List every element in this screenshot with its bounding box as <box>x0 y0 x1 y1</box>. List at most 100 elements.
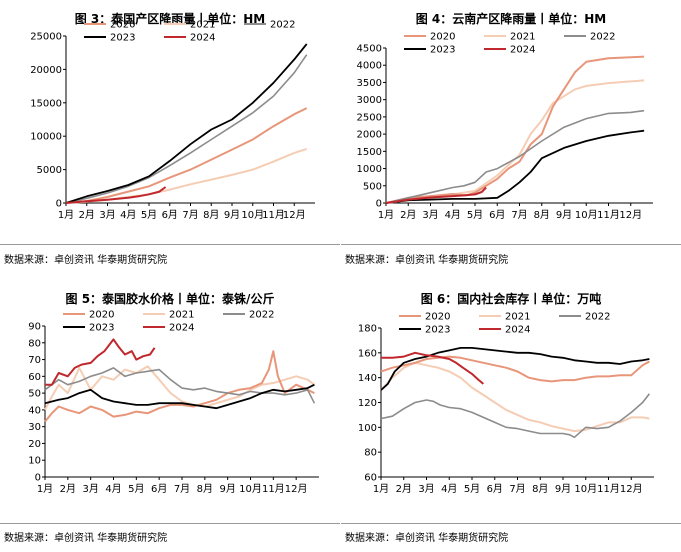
y-tick-label: 5000 <box>37 165 62 176</box>
x-tick-label: 7月 <box>511 209 527 221</box>
legend-label-2024: 2024 <box>510 45 535 56</box>
y-tick-label: 120 <box>358 398 377 409</box>
legend-label-2020: 2020 <box>89 310 114 321</box>
y-tick-label: 70 <box>28 355 41 366</box>
y-tick-label: 30 <box>28 422 41 433</box>
series-line-2022 <box>65 54 308 204</box>
x-tick-label: 3月 <box>82 483 98 495</box>
x-tick-label: 11月 <box>597 209 620 221</box>
x-tick-label: 7月 <box>509 483 525 495</box>
x-tick-label: 11月 <box>262 483 285 495</box>
series-line-2021 <box>44 365 315 411</box>
x-tick-label: 6月 <box>151 483 167 495</box>
series-line-2022 <box>380 393 651 439</box>
x-tick-label: 11月 <box>597 483 620 495</box>
y-tick-label: 0 <box>56 199 62 210</box>
y-tick-label: 80 <box>364 448 377 459</box>
chart-svg: 60 80 100 120 140 160 180 1月 2月 3月 4月 5月 6月 7月 8月 9月 10月… <box>358 312 654 495</box>
chart-panel-rain-yunnan: 图 4：云南产区降雨量丨单位：HM 0 500 1000 1500 2000 2500 30… <box>341 0 681 272</box>
x-tick-label: 6月 <box>162 209 178 221</box>
chart-title: 图 4：云南产区降雨量丨单位：HM <box>415 12 607 26</box>
legend-label-2023: 2023 <box>110 33 135 44</box>
y-tick-label: 20000 <box>30 65 62 76</box>
y-tick-label: 1500 <box>357 147 382 158</box>
y-tick-label: 60 <box>28 372 41 383</box>
y-tick-label: 60 <box>364 473 377 484</box>
legend-label-2023: 2023 <box>89 323 114 334</box>
chart-title: 图 5：泰国胶水价格丨单位：泰铢/公斤 <box>65 292 275 306</box>
x-tick-label: 1月 <box>37 483 53 495</box>
y-tick-label: 0 <box>376 199 382 210</box>
legend-label-2023: 2023 <box>430 45 455 56</box>
x-tick-label: 8月 <box>203 209 219 221</box>
chart-svg: 0 10 20 30 40 50 60 70 80 90 1月 2月 3月 4月 5月 6月 7月 8月 9月 10月… <box>28 310 319 495</box>
x-tick-label: 9月 <box>224 209 240 221</box>
legend-label-2020: 2020 <box>110 20 135 31</box>
x-tick-label: 5月 <box>128 483 144 495</box>
y-tick-label: 160 <box>358 348 377 359</box>
series-line-2020 <box>44 350 315 423</box>
x-tick-label: 4月 <box>105 483 121 495</box>
x-tick-label: 4月 <box>441 483 457 495</box>
legend-label-2024: 2024 <box>505 325 530 336</box>
x-tick-label: 6月 <box>487 483 503 495</box>
series-line-2021 <box>380 361 650 433</box>
x-tick-label: 2月 <box>396 483 412 495</box>
chart-svg: 0 5000 10000 15000 20000 25000 1月 2月 3月 4月 5月 6月 7月 8… <box>30 20 315 221</box>
x-tick-label: 3月 <box>418 483 434 495</box>
series-line-2024 <box>45 338 156 386</box>
y-tick-label: 140 <box>358 373 377 384</box>
series-line-2023 <box>65 43 308 204</box>
x-tick-label: 4月 <box>445 209 461 221</box>
legend-label-2021: 2021 <box>510 32 535 43</box>
series-line-2024 <box>385 186 487 204</box>
legend-label-2020: 2020 <box>430 32 455 43</box>
y-tick-label: 3000 <box>357 95 382 106</box>
x-tick-label: 9月 <box>556 209 572 221</box>
x-tick-label: 10月 <box>241 209 264 221</box>
legend-label-2020: 2020 <box>425 312 450 323</box>
y-tick-label: 25000 <box>30 32 62 43</box>
series-line-2023 <box>44 383 315 410</box>
data-source: 数据来源：卓创资讯 华泰期货研究院 <box>345 533 509 544</box>
x-tick-label: 2月 <box>400 209 416 221</box>
x-tick-label: 1月 <box>373 483 389 495</box>
legend-label-2021: 2021 <box>169 310 194 321</box>
x-tick-label: 3月 <box>99 209 115 221</box>
chart-svg: 0 500 1000 1500 2000 2500 3000 3500 4000 4500 1月 2月… <box>357 32 653 221</box>
y-tick-label: 20 <box>28 439 41 450</box>
x-tick-label: 7月 <box>182 209 198 221</box>
x-tick-label: 5月 <box>141 209 157 221</box>
x-tick-label: 8月 <box>534 209 550 221</box>
source-divider <box>341 244 681 245</box>
source-divider <box>0 244 340 245</box>
series-line-2020 <box>65 107 308 204</box>
y-tick-label: 0 <box>35 473 41 484</box>
series-line-2022 <box>385 109 645 204</box>
y-tick-label: 100 <box>358 423 377 434</box>
x-tick-label: 8月 <box>532 483 548 495</box>
chart-panel-inventory: 图 6：国内社会库存丨单位：万吨 60 80 100 120 140 160 180 1月 2月… <box>341 280 681 552</box>
x-tick-label: 10月 <box>239 483 262 495</box>
chart-panel-rain-thailand: 图 3：泰国产区降雨量丨单位：HM 0 5000 10000 15000 20000 25… <box>0 0 340 272</box>
x-tick-label: 12月 <box>620 483 643 495</box>
x-tick-label: 5月 <box>467 209 483 221</box>
source-divider <box>341 523 681 524</box>
series-line-2024 <box>381 351 485 385</box>
x-tick-label: 4月 <box>120 209 136 221</box>
data-source: 数据来源：卓创资讯 华泰期货研究院 <box>345 255 509 266</box>
x-tick-label: 10月 <box>574 483 597 495</box>
data-source: 数据来源：卓创资讯 华泰期货研究院 <box>4 533 168 544</box>
y-tick-label: 4000 <box>357 61 382 72</box>
x-tick-label: 11月 <box>262 209 285 221</box>
legend-label-2024: 2024 <box>169 323 194 334</box>
x-tick-label: 9月 <box>219 483 235 495</box>
legend-label-2024: 2024 <box>190 33 215 44</box>
y-tick-label: 80 <box>28 338 41 349</box>
series-line-2022 <box>44 367 316 404</box>
legend-label-2022: 2022 <box>585 312 610 323</box>
x-tick-label: 12月 <box>283 209 306 221</box>
chart-panel-latex-price: 图 5：泰国胶水价格丨单位：泰铢/公斤 0 10 20 30 40 50 60 70 80 90 1… <box>0 280 340 552</box>
legend-label-2023: 2023 <box>425 325 450 336</box>
y-tick-label: 50 <box>28 389 41 400</box>
